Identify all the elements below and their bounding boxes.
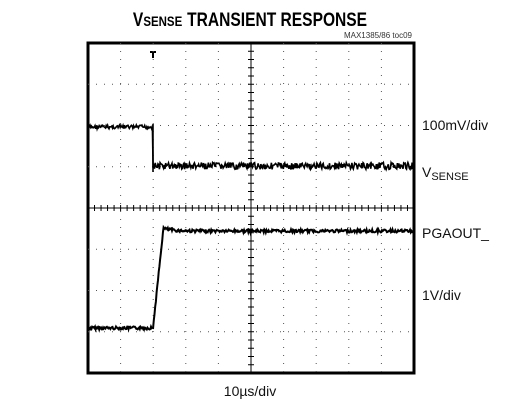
- vsense-trace: [87, 122, 415, 172]
- top-scale: 100mV/div: [422, 117, 488, 133]
- bottom-trace-label: PGAOUT_: [422, 225, 489, 241]
- bottom-scale: 1V/div: [422, 287, 461, 303]
- time-scale: 10µs/div: [224, 383, 276, 399]
- title-rest: TRANSIENT RESPONSE: [187, 9, 367, 31]
- top-trace-main: V: [422, 164, 432, 180]
- title-sub: SENSE: [143, 13, 182, 29]
- top-trace-sub: SENSE: [431, 171, 468, 183]
- pgaout-trace: [87, 224, 415, 333]
- title: VSENSE TRANSIENT RESPONSE: [133, 9, 367, 31]
- figure-code: MAX1385/86 toc09: [344, 31, 413, 40]
- title-main: V: [133, 9, 144, 31]
- top-trace-label: VSENSE: [422, 164, 469, 183]
